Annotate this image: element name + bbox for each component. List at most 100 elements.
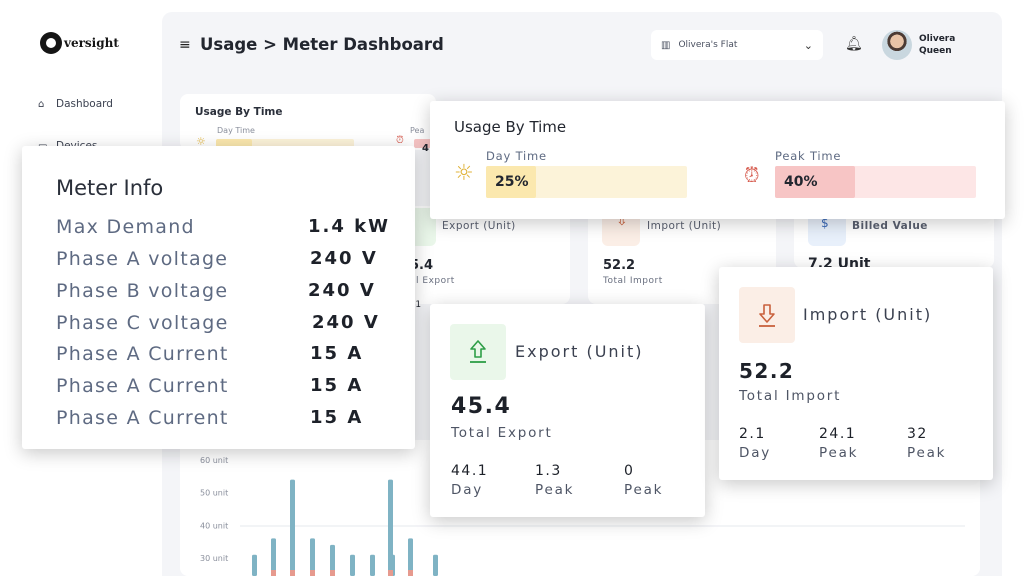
import-icon-box <box>739 287 795 343</box>
y-tick-label: 60 unit <box>200 456 228 465</box>
bg-alarm-icon: ⏰︎ <box>396 135 404 146</box>
meter-row-max-demand: Max Demand 1.4 kW <box>56 216 396 240</box>
bg-invoice-icon: $ <box>821 216 829 230</box>
bg-export-partial: .1 <box>412 300 422 310</box>
logo-text: versight <box>64 36 119 50</box>
export-day-value: 44.1 <box>451 463 489 479</box>
export-peak2-value: 0 <box>624 463 635 479</box>
bg-export-sub: al Export <box>410 276 455 286</box>
home-icon: ⌂ <box>38 98 45 110</box>
meter-value: 240 V <box>310 248 378 269</box>
bg-import-sub: Total Import <box>603 276 663 286</box>
download-arrow-icon <box>759 304 775 327</box>
chart-bar-accent <box>290 570 295 576</box>
meter-row-phase-a-current: Phase A Current 15 A <box>56 375 396 399</box>
upload-arrow-icon <box>470 340 486 363</box>
usage-chart: 60 unit 50 unit 40 unit 30 unit <box>200 456 965 576</box>
import-sub: Total Import <box>739 388 842 404</box>
chart-bar <box>252 554 257 576</box>
export-title: Export (Unit) <box>515 342 644 361</box>
location-value: Olivera's Flat <box>678 40 738 50</box>
chart-bar-accent <box>408 570 413 576</box>
building-icon: ▥ <box>661 39 671 51</box>
import-peak-label: Peak <box>819 445 859 461</box>
chart-bar <box>370 554 375 576</box>
meter-row-phase-a-voltage: Phase A voltage 240 V <box>56 248 396 272</box>
chart-bar <box>350 554 355 576</box>
bg-day-track <box>216 139 354 148</box>
meter-value: 15 A <box>310 407 364 428</box>
chart-bar-accent <box>330 570 335 576</box>
bg-peak-fill <box>414 139 436 148</box>
chart-bar <box>310 538 315 576</box>
bg-day-label: Day Time <box>217 126 255 135</box>
chart-bar-accent <box>271 570 276 576</box>
bg-export-title: Export (Unit) <box>442 220 516 232</box>
chart-bar <box>408 538 413 576</box>
day-time-fill: 25% <box>486 166 537 198</box>
import-day-value: 2.1 <box>739 426 766 442</box>
meter-label: Phase A voltage <box>56 248 229 270</box>
avatar[interactable] <box>882 30 912 60</box>
bg-sun-icon: ☼ <box>196 135 206 148</box>
meter-row-phase-c-voltage: Phase C voltage 240 V <box>56 312 396 336</box>
import-card[interactable]: Import (Unit) 52.2 Total Import 2.1 Day … <box>719 267 993 480</box>
y-tick-label: 50 unit <box>200 489 228 498</box>
chart-bar <box>433 554 438 576</box>
meter-row-phase-a-current: Phase A Current 15 A <box>56 407 396 431</box>
alarm-clock-icon: ⏰︎ <box>744 163 760 187</box>
usage-by-time-title: Usage By Time <box>454 118 567 136</box>
meter-label: Phase C voltage <box>56 312 229 334</box>
meter-label: Max Demand <box>56 216 195 238</box>
y-tick-label: 40 unit <box>200 521 228 530</box>
meter-row-phase-a-current: Phase A Current 15 A <box>56 343 396 367</box>
import-value: 52.2 <box>739 359 795 383</box>
meter-value: 15 A <box>310 375 364 396</box>
day-time-label: Day Time <box>486 149 547 163</box>
page-title: Usage > Meter Dashboard <box>200 35 444 54</box>
user-last-name: Queen <box>919 46 952 56</box>
meter-info-title: Meter Info <box>56 176 164 200</box>
usage-by-time-card: Usage By Time ☼ Day Time 25% ⏰︎ Peak Tim… <box>430 101 1005 219</box>
bg-day-fill <box>216 139 252 148</box>
meter-value: 1.4 kW <box>308 216 390 237</box>
sidebar-item-label: Dashboard <box>56 98 113 110</box>
import-peak2-label: Peak <box>907 445 947 461</box>
export-day-label: Day <box>451 482 484 498</box>
bg-peak-value: 4 <box>422 143 429 154</box>
import-day-label: Day <box>739 445 772 461</box>
bg-import-title: Import (Unit) <box>647 220 722 232</box>
user-name[interactable]: Olivera Queen <box>919 33 979 57</box>
chart-bar <box>330 544 335 576</box>
export-peak2-label: Peak <box>624 482 664 498</box>
day-time-bar: 25% <box>486 166 687 198</box>
chevron-down-icon: ⌄ <box>803 38 813 52</box>
bell-icon[interactable]: 🔔︎ <box>845 36 863 52</box>
export-peak-label: Peak <box>535 482 575 498</box>
app-logo[interactable]: versight <box>40 32 119 54</box>
sun-icon: ☼ <box>454 161 474 186</box>
location-select[interactable]: ▥ Olivera's Flat ⌄ <box>651 30 823 60</box>
meter-label: Phase A Current <box>56 407 229 429</box>
export-peak-value: 1.3 <box>535 463 562 479</box>
chart-bar <box>388 479 393 576</box>
meter-value: 240 V <box>312 312 380 333</box>
chart-bar <box>290 479 295 576</box>
export-icon-box <box>450 324 506 380</box>
export-card[interactable]: Export (Unit) 45.4 Total Export 44.1 Day… <box>430 304 705 517</box>
bg-import-value: 52.2 <box>603 258 636 273</box>
import-title: Import (Unit) <box>803 305 933 324</box>
bg-import-arrow-icon: ⇩ <box>616 213 628 229</box>
export-value: 45.4 <box>451 394 512 419</box>
logo-icon <box>40 32 62 54</box>
sidebar-item-dashboard[interactable]: ⌂ Dashboard <box>38 98 113 110</box>
chart-bar-accent <box>388 570 393 576</box>
peak-time-fill: 40% <box>775 166 856 198</box>
user-first-name: Olivera <box>919 34 956 44</box>
peak-time-label: Peak Time <box>775 149 842 163</box>
y-tick-label: 30 unit <box>200 554 228 563</box>
menu-icon[interactable]: ≡ <box>179 37 191 53</box>
chart-bar <box>271 538 276 576</box>
export-sub: Total Export <box>451 425 553 441</box>
bg-usage-title: Usage By Time <box>195 106 283 118</box>
